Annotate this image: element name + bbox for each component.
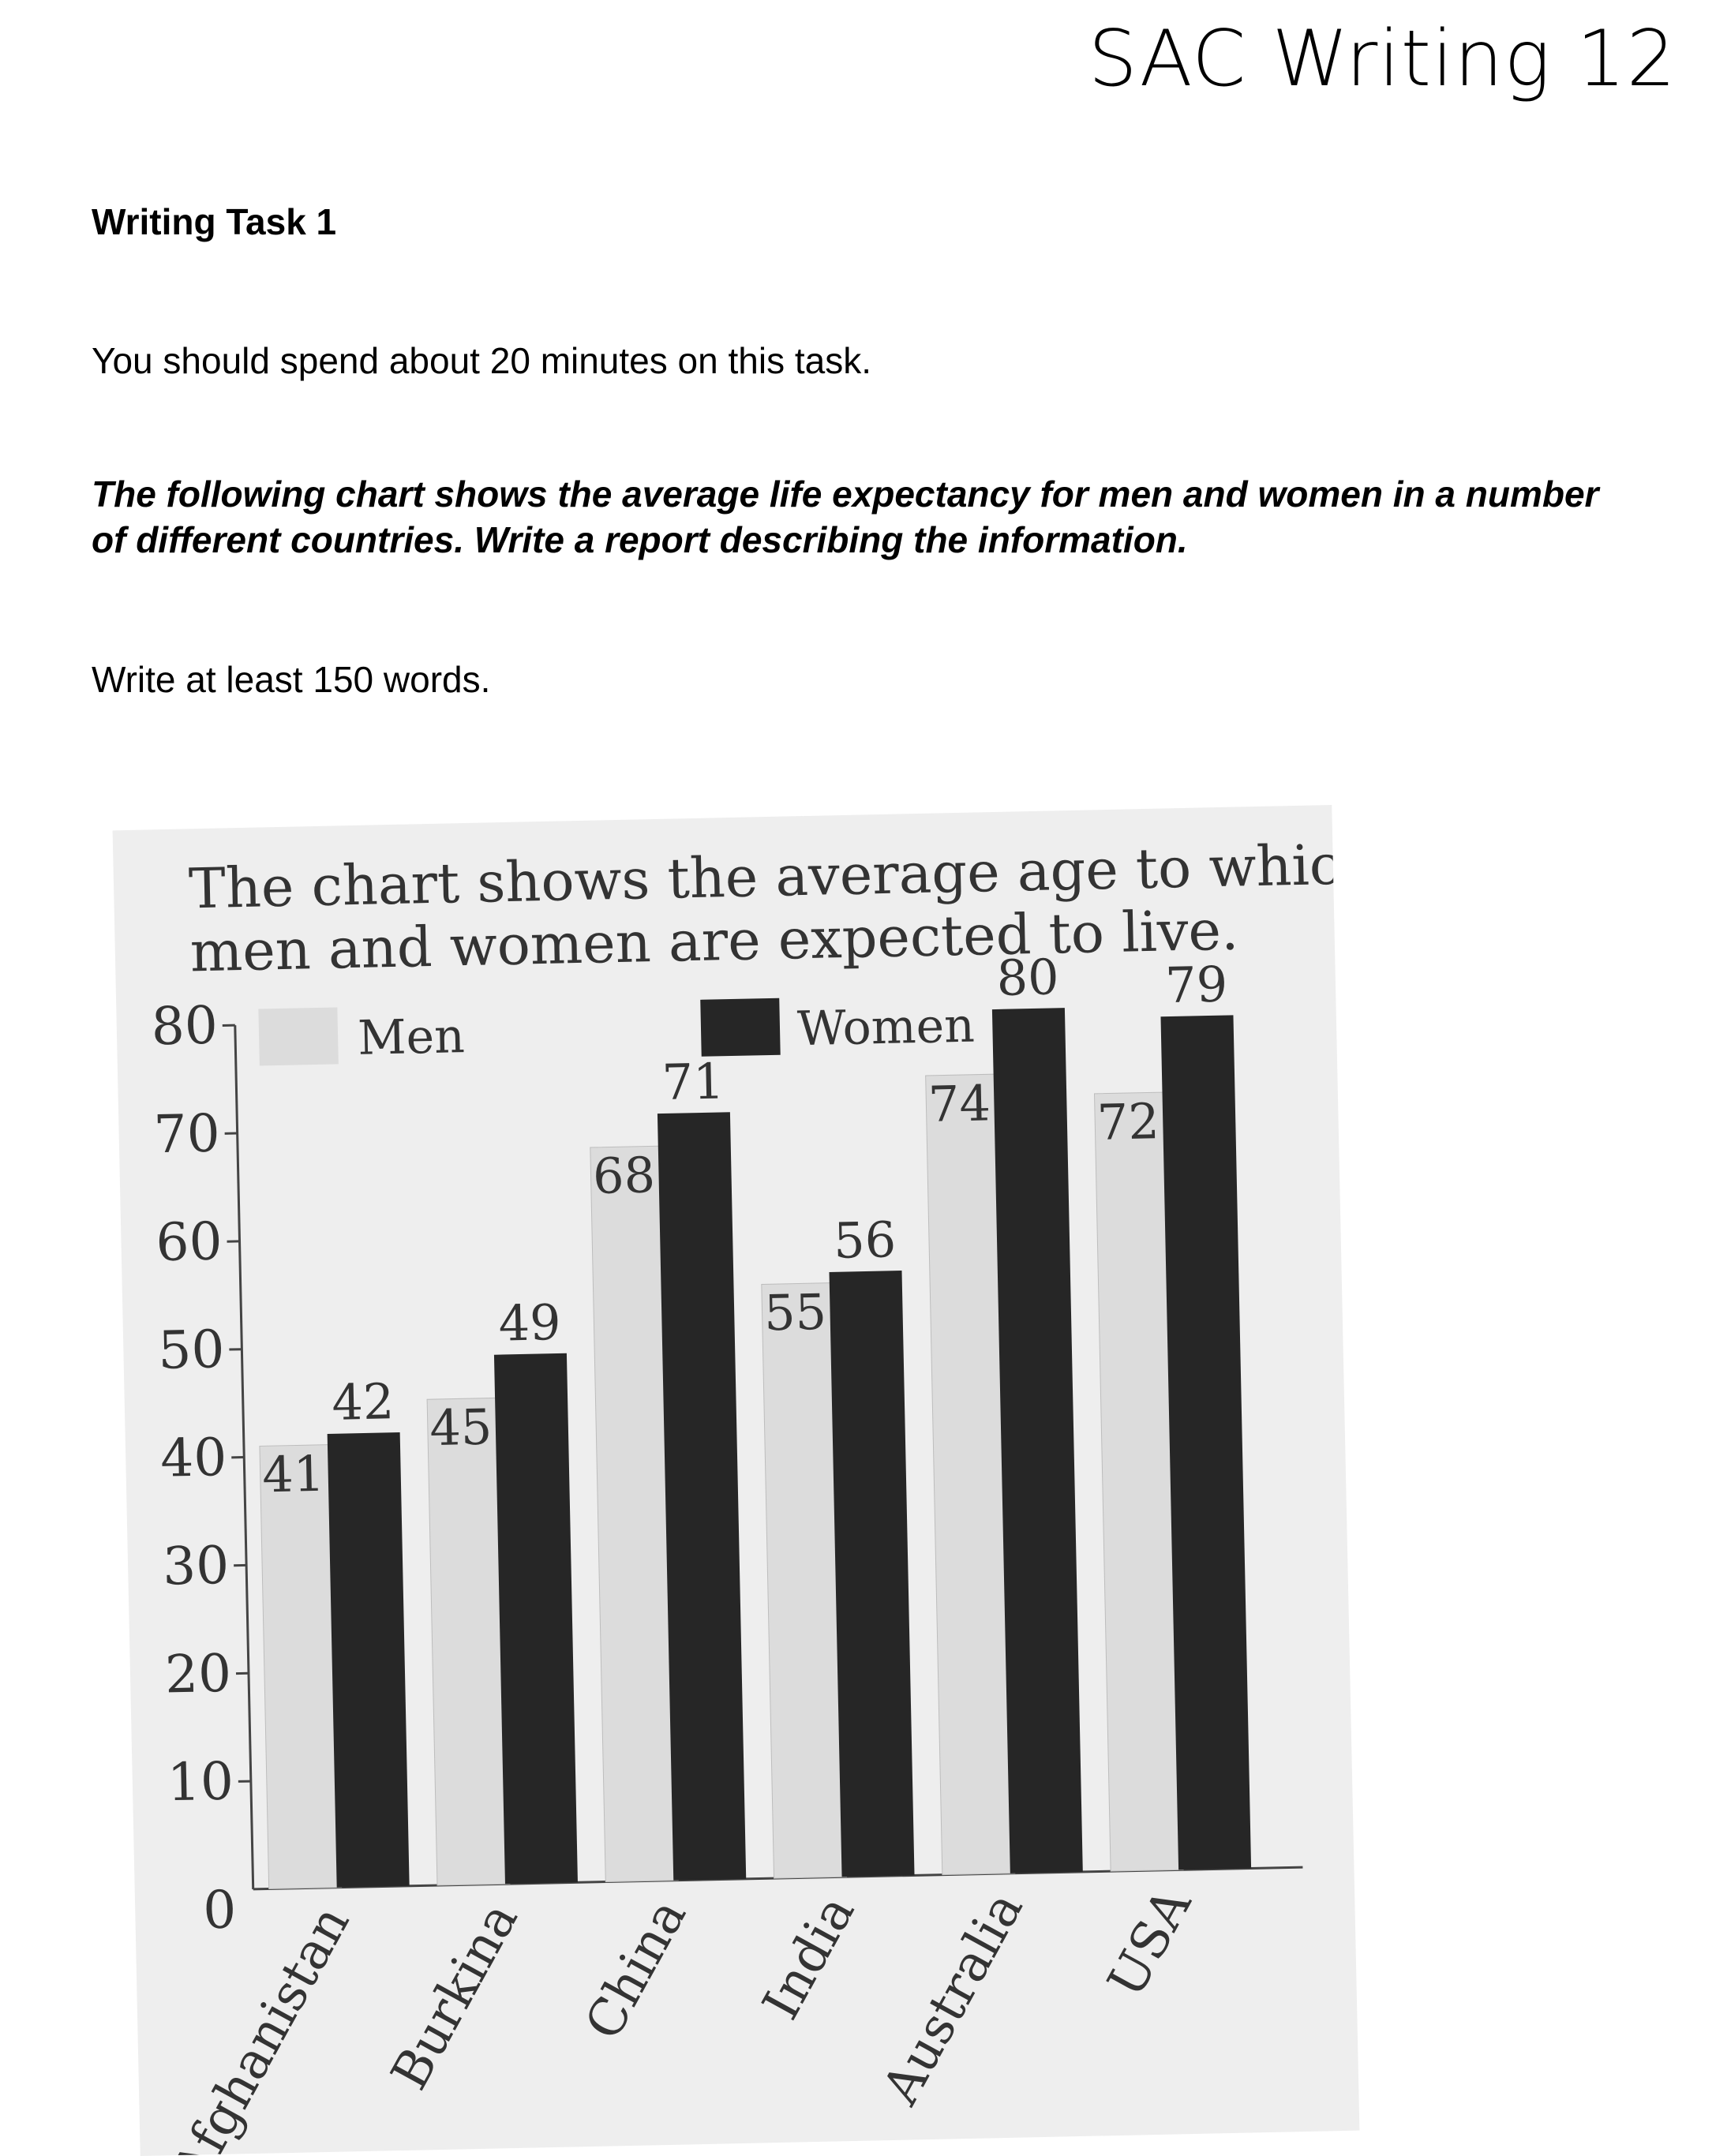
bar-value-label: 42 [332,1372,395,1432]
legend-swatch-men [258,1007,338,1065]
bar-value-label: 80 [996,948,1059,1007]
category-label-australia: Australia [871,1883,1035,2115]
bar-value-label: 71 [661,1052,725,1111]
document-header-title: SAC Writing 12 [1088,17,1677,103]
category-label-india: India [752,1886,867,2029]
word-count-instruction: Write at least 150 words. [92,658,490,702]
y-tick-label: 50 [158,1319,226,1381]
bar-women-afghanistan [328,1432,410,1888]
y-tick-label: 70 [153,1102,221,1165]
bar-value-label: 74 [927,1074,991,1133]
bar-women-burkina [494,1353,578,1884]
y-tick-label: 20 [164,1643,232,1705]
y-tick-label: 60 [155,1211,223,1273]
time-instruction: You should spend about 20 minutes on thi… [92,339,871,383]
category-label-afghanistan: Afghanistan [162,1896,362,2156]
bar-value-label: 79 [1164,956,1227,1015]
task-heading: Writing Task 1 [92,200,336,244]
bar-value-label: 45 [429,1398,493,1458]
y-tick-label: 10 [167,1751,234,1814]
chart-legend: Men Women [258,994,975,1069]
bar-value-label: 49 [498,1293,561,1353]
y-tick-label: 0 [202,1879,237,1941]
y-tick-label: 30 [162,1535,230,1597]
category-label-usa: USA [1097,1878,1204,2007]
legend-label-women: Women [796,998,975,1057]
chart-photo: The chart shows the average age to which… [113,805,1360,2156]
category-label-china: China [575,1889,698,2049]
bar-women-india [829,1271,914,1877]
life-expectancy-chart: The chart shows the average age to which… [113,805,1360,2156]
y-tick-label: 80 [151,995,219,1057]
bar-value-label: 55 [763,1283,826,1342]
bar-value-label: 41 [262,1445,325,1504]
bar-value-label: 56 [833,1211,896,1270]
task-prompt: The following chart shows the average li… [92,472,1639,563]
bar-value-label: 68 [592,1146,655,1205]
category-label-burkina: Burkina [380,1893,530,2099]
y-tick-label: 40 [159,1427,227,1489]
legend-label-men: Men [357,1009,465,1066]
bar-value-label: 72 [1096,1092,1160,1151]
legend-swatch-women [700,998,780,1057]
